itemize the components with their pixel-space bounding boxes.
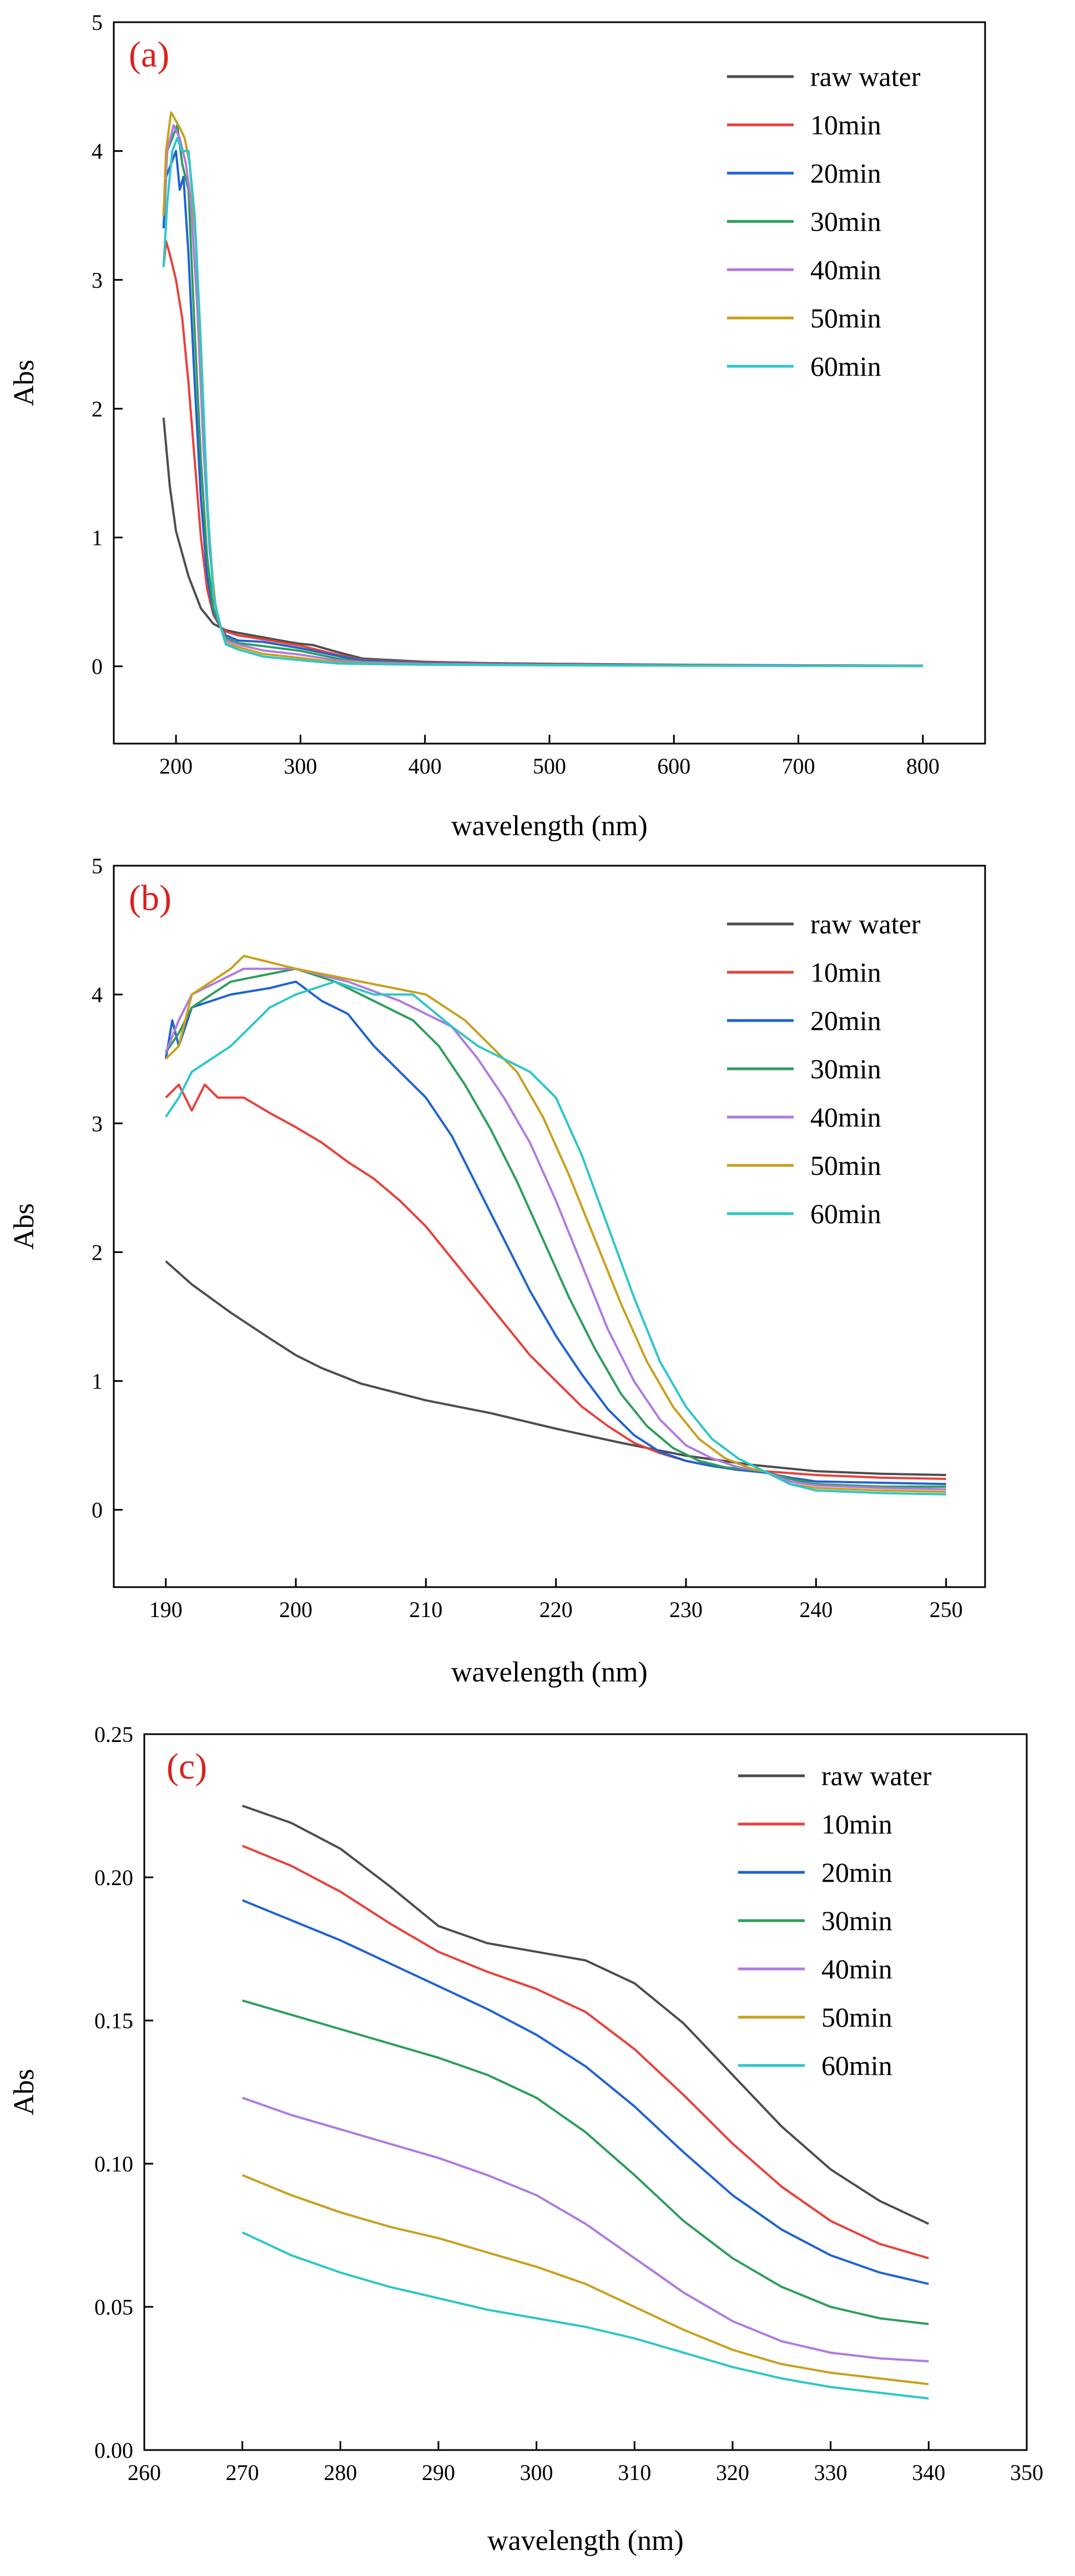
panel-b: 190 200 210 220 230 240 250 0 1 2 3 4 5 raw water 10m… — [8, 853, 986, 1688]
x-tick-label: 250 — [930, 1597, 963, 1622]
y-tick-label: 1 — [92, 526, 103, 550]
x-tick-label: 300 — [284, 754, 317, 779]
legend-label: 40min — [821, 1953, 892, 1984]
legend-label: 10min — [821, 1809, 892, 1840]
x-tick-label: 280 — [324, 2460, 357, 2485]
legend-label: 10min — [810, 109, 881, 140]
legend-label: 20min — [810, 158, 881, 189]
x-tick-label: 350 — [1010, 2460, 1043, 2485]
panel-c: 260 270 280 290 300 310 320 330 340 350 0.00 0.05 0.… — [8, 1722, 1043, 2557]
axes: 200 300 400 500 600 700 800 0 1 2 3 4 5 — [92, 10, 940, 779]
y-axis-title: Abs — [8, 1203, 40, 1250]
y-tick-label: 1 — [92, 1369, 103, 1394]
y-tick-label: 5 — [92, 853, 103, 878]
series-line-6 — [162, 137, 923, 668]
series-line-0 — [242, 1805, 930, 2225]
series-lines — [162, 111, 923, 668]
legend-label: 60min — [810, 1198, 881, 1229]
legend-label: 30min — [810, 1053, 881, 1084]
x-tick-label: 320 — [716, 2460, 749, 2485]
legend-label: 10min — [810, 957, 881, 988]
plot-frame — [143, 1733, 1028, 2451]
panel-label: (c) — [166, 1746, 207, 1787]
panel-label: (a) — [129, 34, 169, 75]
y-tick-label: 3 — [92, 267, 103, 292]
x-tick-label: 400 — [408, 754, 442, 779]
x-tick-label: 200 — [279, 1597, 312, 1622]
series-lines — [164, 954, 946, 1496]
legend: raw water 10min 20min 30min 40min 50min 60min — [738, 1760, 932, 2081]
x-tick-label: 600 — [657, 754, 690, 779]
y-tick-label: 0.15 — [94, 2008, 133, 2033]
x-axis-title: wavelength (nm) — [451, 1656, 648, 1688]
y-tick-label: 3 — [92, 1111, 103, 1136]
x-tick-label: 330 — [814, 2460, 847, 2485]
legend-label: 30min — [821, 1905, 892, 1936]
legend-label: 50min — [810, 1150, 881, 1181]
legend: raw water 10min 20min 30min 40min 50min 60min — [727, 908, 921, 1229]
y-tick-label: 0 — [92, 654, 103, 679]
axes: 190 200 210 220 230 240 250 0 1 2 3 4 5 — [92, 853, 963, 1622]
x-tick-label: 240 — [799, 1597, 832, 1622]
legend: raw water 10min 20min 30min 40min 50min 60min — [727, 61, 921, 382]
x-tick-label: 500 — [533, 754, 566, 779]
legend-label: 50min — [810, 302, 881, 334]
y-axis-title: Abs — [8, 2069, 40, 2115]
legend-label: 60min — [810, 351, 881, 382]
y-tick-label: 0.05 — [94, 2295, 133, 2320]
x-tick-label: 270 — [226, 2460, 259, 2485]
y-tick-label: 0.00 — [94, 2438, 133, 2463]
y-tick-label: 4 — [92, 982, 103, 1007]
panel-label: (b) — [129, 878, 171, 918]
series-line-2 — [164, 980, 946, 1486]
x-axis-title: wavelength (nm) — [487, 2525, 684, 2557]
x-tick-label: 230 — [669, 1597, 703, 1622]
legend-label: 20min — [810, 1005, 881, 1036]
x-tick-label: 300 — [520, 2460, 553, 2485]
x-tick-label: 310 — [618, 2460, 651, 2485]
x-tick-label: 190 — [149, 1597, 183, 1622]
series-line-5 — [241, 2174, 929, 2386]
x-tick-label: 800 — [906, 754, 940, 779]
x-axis-title: wavelength (nm) — [451, 810, 648, 842]
y-tick-label: 5 — [92, 10, 103, 35]
panel-a: 200 300 400 500 600 700 800 0 1 2 3 4 5 raw water 10m… — [8, 10, 986, 842]
x-tick-label: 260 — [128, 2460, 161, 2485]
series-line-0 — [165, 1260, 946, 1476]
legend-label: 40min — [810, 254, 881, 285]
plot-frame — [113, 865, 986, 1588]
series-line-6 — [165, 980, 946, 1496]
x-tick-label: 290 — [422, 2460, 455, 2485]
x-tick-label: 210 — [409, 1597, 442, 1622]
y-tick-label: 0.10 — [94, 2151, 133, 2176]
series-line-2 — [241, 1899, 929, 2285]
x-tick-label: 340 — [912, 2460, 945, 2485]
legend-label: raw water — [810, 61, 921, 92]
y-tick-label: 2 — [92, 396, 103, 421]
series-line-1 — [241, 1845, 929, 2260]
axes: 260 270 280 290 300 310 320 330 340 350 0.00 0.05 0.… — [94, 1722, 1043, 2485]
legend-label: 20min — [821, 1857, 892, 1888]
legend-label: raw water — [821, 1760, 932, 1791]
legend-label: 60min — [821, 2050, 892, 2081]
y-tick-label: 0 — [92, 1498, 103, 1523]
y-axis-title: Abs — [8, 360, 40, 406]
series-line-3 — [242, 1999, 929, 2325]
y-tick-label: 2 — [92, 1240, 103, 1265]
y-tick-label: 4 — [92, 139, 103, 164]
series-line-6 — [241, 2231, 929, 2400]
legend-label: raw water — [810, 908, 921, 940]
legend-label: 40min — [810, 1102, 881, 1133]
y-tick-label: 0.20 — [94, 1865, 133, 1890]
x-tick-label: 700 — [782, 754, 815, 779]
series-lines — [241, 1805, 930, 2400]
y-tick-label: 0.25 — [94, 1722, 133, 1747]
legend-label: 30min — [810, 206, 881, 237]
x-tick-label: 220 — [539, 1597, 573, 1622]
legend-label: 50min — [821, 2002, 892, 2033]
series-line-4 — [242, 2097, 929, 2362]
x-tick-label: 200 — [159, 754, 193, 779]
